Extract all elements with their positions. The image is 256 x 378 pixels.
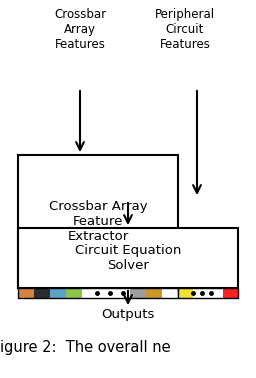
- Bar: [18, 228, 238, 288]
- Bar: [82, 288, 98, 298]
- Bar: [18, 155, 178, 288]
- Bar: [223, 288, 238, 298]
- Bar: [66, 288, 82, 298]
- Bar: [146, 288, 162, 298]
- Text: Outputs: Outputs: [101, 308, 155, 321]
- Bar: [18, 288, 34, 298]
- Bar: [178, 288, 238, 298]
- Bar: [178, 288, 193, 298]
- Bar: [193, 288, 208, 298]
- Bar: [114, 288, 130, 298]
- Text: Crossbar
Array
Features: Crossbar Array Features: [54, 8, 106, 51]
- Bar: [130, 288, 146, 298]
- Bar: [18, 288, 178, 298]
- Bar: [98, 288, 114, 298]
- Bar: [208, 288, 223, 298]
- Text: Circuit Equation
Solver: Circuit Equation Solver: [75, 244, 181, 272]
- Bar: [34, 288, 50, 298]
- Bar: [162, 288, 178, 298]
- Text: Crossbar Array
Feature
Extractor: Crossbar Array Feature Extractor: [49, 200, 147, 243]
- Text: Peripheral
Circuit
Features: Peripheral Circuit Features: [155, 8, 215, 51]
- Bar: [50, 288, 66, 298]
- Text: igure 2:  The overall ne: igure 2: The overall ne: [0, 340, 171, 355]
